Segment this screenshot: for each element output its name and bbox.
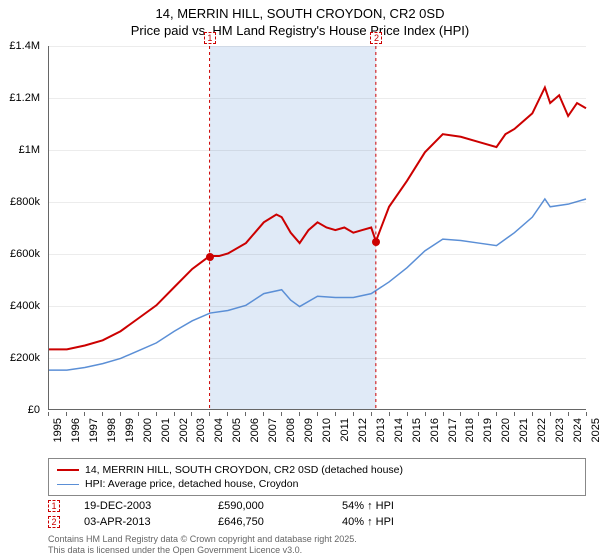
gridline bbox=[49, 46, 586, 47]
y-tick-label: £400k bbox=[10, 300, 40, 312]
plot-area: 12 bbox=[48, 46, 586, 410]
x-tick-mark bbox=[514, 412, 515, 416]
marker-flag: 1 bbox=[204, 32, 216, 44]
gridline bbox=[49, 98, 586, 99]
y-tick-label: £200k bbox=[10, 352, 40, 364]
x-tick-mark bbox=[156, 412, 157, 416]
series-hpi bbox=[49, 199, 586, 370]
marker-flag: 2 bbox=[370, 32, 382, 44]
sale-price: £646,750 bbox=[218, 516, 318, 528]
x-tick-mark bbox=[299, 412, 300, 416]
x-tick-mark bbox=[389, 412, 390, 416]
x-tick-mark bbox=[317, 412, 318, 416]
x-tick-mark bbox=[478, 412, 479, 416]
sale-date: 19-DEC-2003 bbox=[84, 500, 194, 512]
footer-line-1: Contains HM Land Registry data © Crown c… bbox=[48, 534, 357, 545]
x-tick-mark bbox=[48, 412, 49, 416]
x-tick-mark bbox=[443, 412, 444, 416]
x-tick-mark bbox=[281, 412, 282, 416]
x-tick-mark bbox=[120, 412, 121, 416]
x-tick-mark bbox=[174, 412, 175, 416]
series-price_paid bbox=[49, 87, 586, 349]
y-tick-label: £1.4M bbox=[9, 40, 40, 52]
title-subtitle: Price paid vs. HM Land Registry's House … bbox=[0, 23, 600, 40]
sale-point bbox=[372, 238, 380, 246]
legend-label: 14, MERRIN HILL, SOUTH CROYDON, CR2 0SD … bbox=[85, 464, 403, 476]
legend: 14, MERRIN HILL, SOUTH CROYDON, CR2 0SD … bbox=[48, 458, 586, 496]
x-tick-mark bbox=[84, 412, 85, 416]
y-tick-label: £0 bbox=[28, 404, 40, 416]
sale-marker: 1 bbox=[48, 500, 60, 512]
x-axis: 1995199619971998199920002001200220032004… bbox=[48, 412, 586, 456]
sale-point bbox=[206, 253, 214, 261]
chart-container: 14, MERRIN HILL, SOUTH CROYDON, CR2 0SD … bbox=[0, 0, 600, 560]
sale-delta: 54% ↑ HPI bbox=[342, 500, 394, 512]
x-tick-mark bbox=[407, 412, 408, 416]
title-block: 14, MERRIN HILL, SOUTH CROYDON, CR2 0SD … bbox=[0, 0, 600, 40]
y-tick-label: £600k bbox=[10, 248, 40, 260]
gridline bbox=[49, 150, 586, 151]
footer-attribution: Contains HM Land Registry data © Crown c… bbox=[48, 534, 357, 556]
sale-date: 03-APR-2013 bbox=[84, 516, 194, 528]
y-tick-label: £1.2M bbox=[9, 92, 40, 104]
sale-price: £590,000 bbox=[218, 500, 318, 512]
x-tick-mark bbox=[335, 412, 336, 416]
x-tick-mark bbox=[245, 412, 246, 416]
gridline bbox=[49, 358, 586, 359]
sale-row: 2 03-APR-2013 £646,750 40% ↑ HPI bbox=[48, 514, 586, 530]
legend-item: HPI: Average price, detached house, Croy… bbox=[57, 477, 577, 491]
title-address: 14, MERRIN HILL, SOUTH CROYDON, CR2 0SD bbox=[0, 6, 600, 23]
x-tick-mark bbox=[532, 412, 533, 416]
legend-swatch bbox=[57, 469, 79, 471]
x-tick-mark bbox=[227, 412, 228, 416]
x-tick-mark bbox=[138, 412, 139, 416]
gridline bbox=[49, 306, 586, 307]
x-tick-mark bbox=[568, 412, 569, 416]
footer-line-2: This data is licensed under the Open Gov… bbox=[48, 545, 357, 556]
legend-swatch bbox=[57, 484, 79, 485]
x-tick-mark bbox=[353, 412, 354, 416]
x-tick-mark bbox=[66, 412, 67, 416]
y-tick-label: £1M bbox=[19, 144, 40, 156]
gridline bbox=[49, 254, 586, 255]
x-tick-mark bbox=[191, 412, 192, 416]
gridline bbox=[49, 202, 586, 203]
legend-label: HPI: Average price, detached house, Croy… bbox=[85, 478, 298, 490]
x-tick-mark bbox=[496, 412, 497, 416]
x-tick-mark bbox=[102, 412, 103, 416]
sale-row: 1 19-DEC-2003 £590,000 54% ↑ HPI bbox=[48, 498, 586, 514]
y-tick-label: £800k bbox=[10, 196, 40, 208]
x-tick-mark bbox=[209, 412, 210, 416]
sale-marker: 2 bbox=[48, 516, 60, 528]
sale-delta: 40% ↑ HPI bbox=[342, 516, 394, 528]
x-tick-mark bbox=[425, 412, 426, 416]
sales-table: 1 19-DEC-2003 £590,000 54% ↑ HPI 2 03-APR-201… bbox=[48, 498, 586, 530]
series-svg bbox=[49, 46, 586, 409]
x-tick-mark bbox=[550, 412, 551, 416]
x-tick-label: 2025 bbox=[590, 418, 600, 442]
y-axis: £0£200k£400k£600k£800k£1M£1.2M£1.4M bbox=[0, 46, 44, 410]
x-tick-mark bbox=[263, 412, 264, 416]
legend-item: 14, MERRIN HILL, SOUTH CROYDON, CR2 0SD … bbox=[57, 463, 577, 477]
x-tick-mark bbox=[460, 412, 461, 416]
x-tick-mark bbox=[371, 412, 372, 416]
x-tick-mark bbox=[586, 412, 587, 416]
